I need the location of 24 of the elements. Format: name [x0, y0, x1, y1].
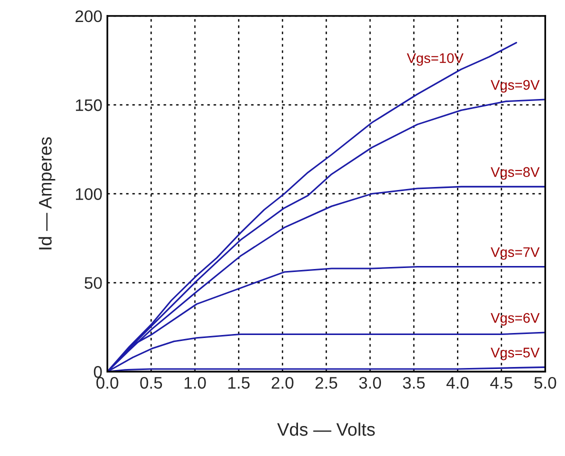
y-tick-label: 50 [84, 277, 102, 289]
series-label: Vgs=10V [406, 53, 464, 66]
y-tick-label: 150 [76, 99, 102, 112]
x-tick-label: 2.5 [316, 376, 338, 389]
series-label: Vgs=8V [490, 167, 540, 180]
x-tick-label: 1.5 [228, 377, 250, 389]
x-tick-label: 3.0 [359, 376, 382, 389]
y-tick-label: 200 [76, 10, 102, 22]
series-label: Vgs=6V [490, 312, 540, 326]
series-label: Vgs=9V [490, 80, 540, 93]
x-tick-label: 5.0 [534, 376, 556, 389]
x-tick-label: 2.0 [272, 376, 294, 389]
x-tick-label: 4.5 [490, 377, 512, 389]
y-axis-title: Id — Amperes [38, 137, 56, 250]
x-tick-label: 3.5 [402, 376, 425, 389]
series-label: Vgs=7V [490, 247, 540, 260]
y-tick-label: 0 [94, 366, 102, 378]
x-tick-label: 0.5 [140, 376, 162, 389]
x-tick-label: 1.0 [184, 376, 206, 389]
y-tick-label: 100 [76, 188, 102, 200]
series-label: Vgs=5V [490, 348, 540, 360]
x-tick-label: 0.0 [96, 376, 118, 389]
x-axis-title: Vds — Volts [277, 422, 375, 436]
x-tick-label: 4.0 [446, 376, 469, 389]
